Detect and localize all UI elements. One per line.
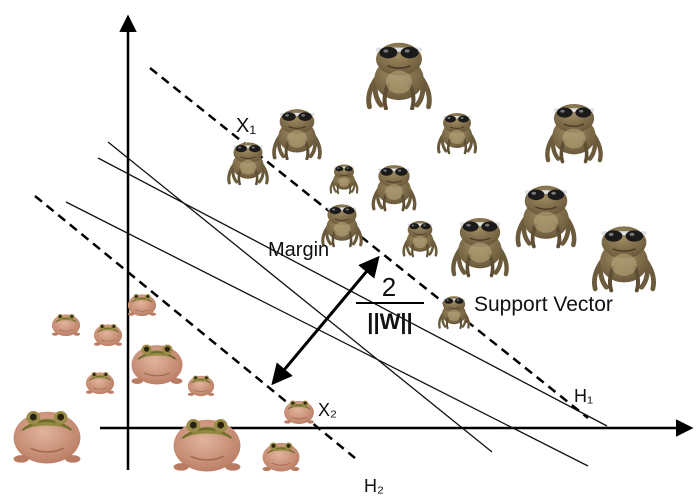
toad-with-sunglasses-icon <box>436 111 478 155</box>
round-frog-icon <box>283 399 315 425</box>
label-h1: H₁ <box>574 386 593 406</box>
round-frog-icon <box>187 374 215 397</box>
round-frog-icon <box>130 343 184 386</box>
round-frog-icon <box>51 313 81 337</box>
label-x2: X₂ <box>318 400 337 420</box>
toad-with-sunglasses-icon <box>227 140 269 186</box>
toad-with-sunglasses-icon <box>329 163 359 195</box>
formula-denominator: ||W|| <box>367 309 412 334</box>
toad-with-sunglasses-icon <box>547 104 600 162</box>
label-margin: Margin <box>268 239 329 261</box>
toad-with-sunglasses-icon <box>402 219 438 258</box>
hyperplane-h1 <box>149 67 589 419</box>
toad-with-sunglasses-icon <box>518 186 574 247</box>
margin-formula: 2 ||W|| <box>356 272 424 334</box>
round-frog-icon <box>127 293 157 317</box>
label-support-vector: Support Vector <box>474 293 613 316</box>
toad-with-sunglasses-icon <box>371 163 417 212</box>
toad-with-sunglasses-icon <box>594 226 653 290</box>
toad-with-sunglasses-icon <box>369 43 430 109</box>
toad-with-sunglasses-icon <box>272 107 322 160</box>
round-frog-icon <box>85 371 115 395</box>
label-h2: H₂ <box>364 476 384 496</box>
round-frog-icon <box>261 441 301 473</box>
formula-numerator: 2 <box>382 272 396 302</box>
round-frog-icon <box>93 323 123 347</box>
toad-cluster <box>227 43 654 330</box>
toad-with-sunglasses-icon <box>453 218 506 276</box>
round-frog-icon <box>12 409 82 465</box>
label-x1: X₁ <box>236 115 256 137</box>
toad-with-sunglasses-icon <box>437 294 471 330</box>
hyperplane-h2 <box>34 195 356 459</box>
frog-cluster <box>12 293 315 473</box>
margin-arrow <box>271 255 380 386</box>
